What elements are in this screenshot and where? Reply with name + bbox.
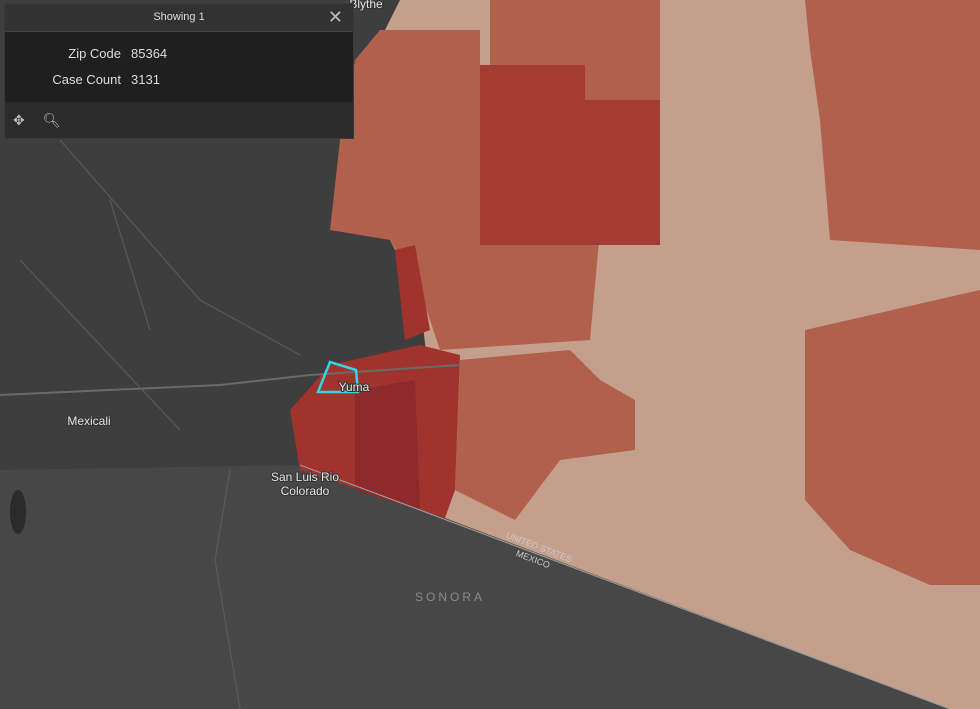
land-mexico <box>0 465 950 709</box>
zoom-button[interactable]: 🔍︎ <box>42 111 61 128</box>
popup-header: Showing 1 ✕ <box>5 4 353 32</box>
popup-body: Zip Code 85364 Case Count 3131 <box>5 32 353 102</box>
place-label: Yuma <box>339 380 370 394</box>
place-label: San Luis Rio <box>271 470 339 484</box>
pan-button[interactable]: ✥ <box>13 111 25 128</box>
region-medium <box>805 0 980 250</box>
road <box>19 139 301 431</box>
field-value: 3131 <box>131 71 160 87</box>
place-label: Colorado <box>281 484 330 498</box>
region-medium <box>490 0 660 100</box>
road <box>214 469 241 709</box>
field-label: Case Count <box>52 71 121 87</box>
border-line <box>299 464 951 709</box>
field-label: Zip Code <box>68 45 121 61</box>
field-row: Zip Code 85364 <box>5 40 353 66</box>
selected-zip[interactable] <box>316 360 360 394</box>
region-dark <box>480 65 660 245</box>
region-darkest <box>355 380 420 510</box>
region-medium <box>455 350 635 520</box>
place-label: Mexicali <box>67 414 110 428</box>
region-label: SONORA <box>415 590 485 604</box>
lake <box>10 490 26 534</box>
field-row: Case Count 3131 <box>5 66 353 92</box>
close-button[interactable]: ✕ <box>327 7 343 27</box>
road <box>0 364 461 396</box>
popup: Showing 1 ✕ Zip Code 85364 Case Count 3131… <box>4 3 354 139</box>
field-value: 85364 <box>131 45 168 61</box>
region-dark <box>395 245 430 340</box>
popup-title: Showing 1 <box>153 11 205 23</box>
region-medium <box>330 30 600 350</box>
region-medium <box>805 290 980 585</box>
popup-tools: ✥ 🔍︎ <box>5 102 353 138</box>
place-label: Blythe <box>349 0 383 11</box>
